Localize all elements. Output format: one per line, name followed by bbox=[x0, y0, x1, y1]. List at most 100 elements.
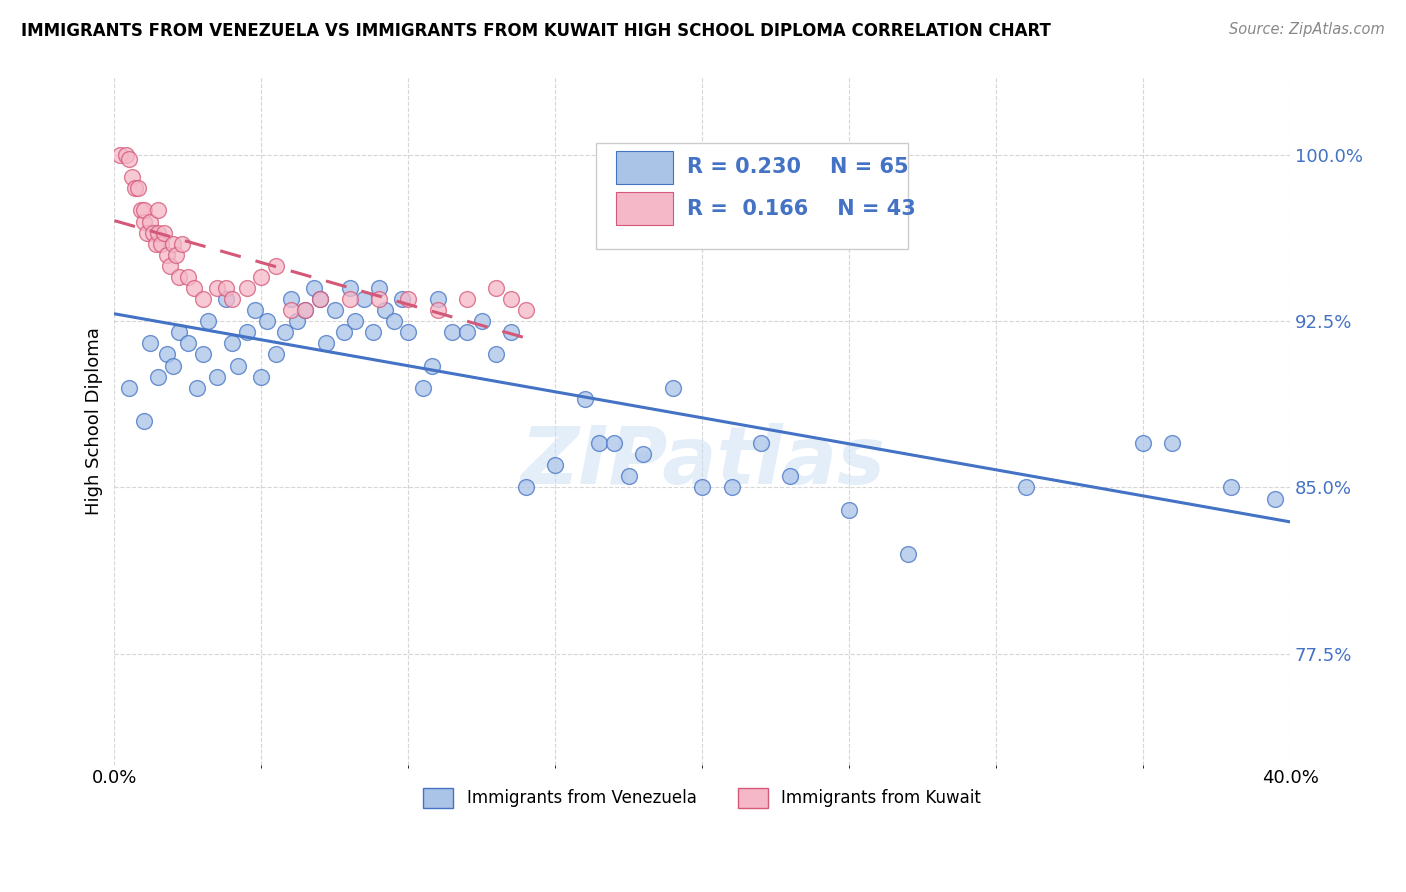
Point bbox=[633, 447, 655, 461]
Point bbox=[245, 303, 267, 318]
Point bbox=[1220, 480, 1243, 494]
Text: ZIPatlas: ZIPatlas bbox=[520, 423, 884, 501]
Point bbox=[897, 547, 920, 561]
Point bbox=[121, 170, 143, 185]
Point bbox=[264, 259, 287, 273]
Point bbox=[304, 281, 326, 295]
Point bbox=[145, 236, 167, 251]
Point bbox=[215, 281, 238, 295]
Point bbox=[148, 226, 170, 240]
Legend: Immigrants from Venezuela, Immigrants from Kuwait: Immigrants from Venezuela, Immigrants fr… bbox=[416, 780, 988, 814]
Point bbox=[162, 236, 184, 251]
Point bbox=[420, 359, 443, 373]
Point bbox=[156, 248, 179, 262]
Point bbox=[132, 203, 155, 218]
Bar bbox=[616, 192, 673, 225]
Point bbox=[1132, 436, 1154, 450]
Point bbox=[309, 292, 332, 306]
Point bbox=[368, 281, 391, 295]
Point bbox=[588, 436, 610, 450]
Point bbox=[617, 469, 640, 483]
Point bbox=[191, 292, 214, 306]
Point bbox=[129, 203, 152, 218]
Point bbox=[662, 381, 685, 395]
Point bbox=[215, 292, 238, 306]
Text: R = 0.230    N = 65: R = 0.230 N = 65 bbox=[688, 157, 908, 177]
Point bbox=[250, 369, 273, 384]
Point bbox=[186, 381, 208, 395]
Point bbox=[441, 326, 464, 340]
Point bbox=[221, 336, 243, 351]
Point bbox=[250, 269, 273, 284]
Point bbox=[332, 326, 354, 340]
Point bbox=[118, 381, 141, 395]
Point bbox=[191, 347, 214, 361]
Point bbox=[124, 181, 146, 195]
Point bbox=[274, 326, 297, 340]
Point bbox=[110, 148, 132, 162]
Point bbox=[207, 281, 229, 295]
Point bbox=[1014, 480, 1036, 494]
Point bbox=[838, 502, 860, 516]
Point bbox=[690, 480, 713, 494]
Point bbox=[138, 336, 160, 351]
Point bbox=[264, 347, 287, 361]
Point bbox=[749, 436, 772, 450]
Point bbox=[353, 292, 375, 306]
Point bbox=[115, 148, 138, 162]
Point bbox=[148, 203, 170, 218]
Point bbox=[396, 326, 419, 340]
Point bbox=[501, 292, 523, 306]
Point bbox=[501, 326, 523, 340]
Point bbox=[515, 480, 537, 494]
Point bbox=[294, 303, 316, 318]
Point bbox=[391, 292, 413, 306]
Point bbox=[162, 359, 184, 373]
Point bbox=[412, 381, 434, 395]
Point bbox=[603, 436, 626, 450]
Y-axis label: High School Diploma: High School Diploma bbox=[86, 327, 103, 515]
FancyBboxPatch shape bbox=[596, 143, 908, 249]
Point bbox=[368, 292, 391, 306]
Point bbox=[153, 226, 176, 240]
Point bbox=[485, 347, 508, 361]
Point bbox=[170, 236, 193, 251]
Point bbox=[197, 314, 219, 328]
Point bbox=[138, 214, 160, 228]
Text: IMMIGRANTS FROM VENEZUELA VS IMMIGRANTS FROM KUWAIT HIGH SCHOOL DIPLOMA CORRELAT: IMMIGRANTS FROM VENEZUELA VS IMMIGRANTS … bbox=[21, 22, 1050, 40]
Bar bbox=[616, 151, 673, 184]
Text: R =  0.166    N = 43: R = 0.166 N = 43 bbox=[688, 199, 915, 219]
Point bbox=[156, 347, 179, 361]
Point bbox=[221, 292, 243, 306]
Point bbox=[132, 214, 155, 228]
Point bbox=[339, 292, 361, 306]
Point bbox=[142, 226, 165, 240]
Point bbox=[285, 314, 308, 328]
Point bbox=[471, 314, 494, 328]
Point bbox=[132, 414, 155, 428]
Point bbox=[165, 248, 187, 262]
Point bbox=[374, 303, 396, 318]
Point bbox=[226, 359, 249, 373]
Point bbox=[339, 281, 361, 295]
Point bbox=[396, 292, 419, 306]
Point bbox=[779, 469, 801, 483]
Point bbox=[177, 336, 200, 351]
Point bbox=[159, 259, 181, 273]
Point bbox=[1264, 491, 1286, 506]
Point bbox=[456, 292, 478, 306]
Point bbox=[309, 292, 332, 306]
Point bbox=[127, 181, 149, 195]
Point bbox=[167, 326, 190, 340]
Point bbox=[720, 480, 742, 494]
Point bbox=[235, 326, 257, 340]
Point bbox=[426, 292, 449, 306]
Point bbox=[135, 226, 157, 240]
Point bbox=[361, 326, 384, 340]
Point bbox=[515, 303, 537, 318]
Text: Source: ZipAtlas.com: Source: ZipAtlas.com bbox=[1229, 22, 1385, 37]
Point bbox=[118, 153, 141, 167]
Point bbox=[485, 281, 508, 295]
Point bbox=[294, 303, 316, 318]
Point bbox=[1161, 436, 1184, 450]
